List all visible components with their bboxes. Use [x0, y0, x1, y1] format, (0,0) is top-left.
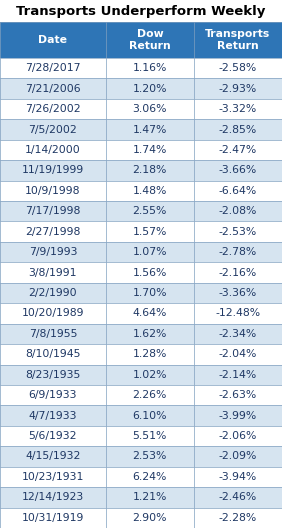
Text: 4/15/1932: 4/15/1932	[25, 451, 81, 461]
Text: 7/26/2002: 7/26/2002	[25, 104, 81, 114]
Text: -2.53%: -2.53%	[219, 227, 257, 237]
Text: 3/8/1991: 3/8/1991	[29, 268, 77, 278]
Text: 2.90%: 2.90%	[133, 513, 167, 523]
Text: 1.07%: 1.07%	[133, 247, 167, 257]
Text: 1.70%: 1.70%	[133, 288, 167, 298]
Text: 1.16%: 1.16%	[133, 63, 167, 73]
Text: 1.28%: 1.28%	[133, 350, 167, 360]
Text: 6/9/1933: 6/9/1933	[29, 390, 77, 400]
Text: 1.62%: 1.62%	[133, 329, 167, 339]
Text: -2.47%: -2.47%	[219, 145, 257, 155]
Text: -3.32%: -3.32%	[219, 104, 257, 114]
Text: -2.09%: -2.09%	[219, 451, 257, 461]
Text: 4.64%: 4.64%	[133, 308, 167, 318]
Text: 1.48%: 1.48%	[133, 186, 167, 196]
Text: 2/2/1990: 2/2/1990	[28, 288, 77, 298]
Text: 5/6/1932: 5/6/1932	[29, 431, 77, 441]
Text: 2.18%: 2.18%	[133, 165, 167, 175]
Text: -2.14%: -2.14%	[219, 370, 257, 380]
Text: 3.06%: 3.06%	[133, 104, 167, 114]
Text: -2.78%: -2.78%	[219, 247, 257, 257]
Text: 1.21%: 1.21%	[133, 492, 167, 502]
Text: -3.66%: -3.66%	[219, 165, 257, 175]
Text: Transports Underperform Weekly: Transports Underperform Weekly	[16, 5, 266, 17]
Text: 10/23/1931: 10/23/1931	[22, 472, 84, 482]
Text: 10/20/1989: 10/20/1989	[22, 308, 84, 318]
Text: 10/31/1919: 10/31/1919	[22, 513, 84, 523]
Text: Transports
Return: Transports Return	[205, 30, 270, 51]
Text: 1.47%: 1.47%	[133, 125, 167, 135]
Text: -2.46%: -2.46%	[219, 492, 257, 502]
Text: 10/9/1998: 10/9/1998	[25, 186, 81, 196]
Text: 7/17/1998: 7/17/1998	[25, 206, 81, 216]
Text: 6.10%: 6.10%	[133, 411, 167, 421]
Text: 8/10/1945: 8/10/1945	[25, 350, 81, 360]
Text: -2.16%: -2.16%	[219, 268, 257, 278]
Text: -2.06%: -2.06%	[219, 431, 257, 441]
Text: 2/27/1998: 2/27/1998	[25, 227, 81, 237]
Text: -3.94%: -3.94%	[219, 472, 257, 482]
Text: -2.85%: -2.85%	[219, 125, 257, 135]
Text: 1.74%: 1.74%	[133, 145, 167, 155]
Text: 1.02%: 1.02%	[133, 370, 167, 380]
Text: 7/5/2002: 7/5/2002	[28, 125, 77, 135]
Text: -2.08%: -2.08%	[219, 206, 257, 216]
Text: 1/14/2000: 1/14/2000	[25, 145, 81, 155]
Text: 2.55%: 2.55%	[133, 206, 167, 216]
Text: 12/14/1923: 12/14/1923	[22, 492, 84, 502]
Text: 8/23/1935: 8/23/1935	[25, 370, 81, 380]
Text: 1.56%: 1.56%	[133, 268, 167, 278]
Text: 2.53%: 2.53%	[133, 451, 167, 461]
Text: 6.24%: 6.24%	[133, 472, 167, 482]
Text: 7/9/1993: 7/9/1993	[29, 247, 77, 257]
Text: -2.34%: -2.34%	[219, 329, 257, 339]
Text: 1.20%: 1.20%	[133, 83, 167, 93]
Text: -2.63%: -2.63%	[219, 390, 257, 400]
Text: 4/7/1933: 4/7/1933	[29, 411, 77, 421]
Text: 7/21/2006: 7/21/2006	[25, 83, 81, 93]
Text: Date: Date	[38, 35, 67, 45]
Text: -6.64%: -6.64%	[219, 186, 257, 196]
Text: 2.26%: 2.26%	[133, 390, 167, 400]
Text: -2.58%: -2.58%	[219, 63, 257, 73]
Text: -2.93%: -2.93%	[219, 83, 257, 93]
Text: 1.57%: 1.57%	[133, 227, 167, 237]
Text: 7/28/2017: 7/28/2017	[25, 63, 81, 73]
Text: 11/19/1999: 11/19/1999	[22, 165, 84, 175]
Text: Dow
Return: Dow Return	[129, 30, 171, 51]
Text: -2.28%: -2.28%	[219, 513, 257, 523]
Text: 5.51%: 5.51%	[133, 431, 167, 441]
Text: -2.04%: -2.04%	[219, 350, 257, 360]
Text: 7/8/1955: 7/8/1955	[29, 329, 77, 339]
Text: -3.36%: -3.36%	[219, 288, 257, 298]
Text: -12.48%: -12.48%	[215, 308, 261, 318]
Text: -3.99%: -3.99%	[219, 411, 257, 421]
